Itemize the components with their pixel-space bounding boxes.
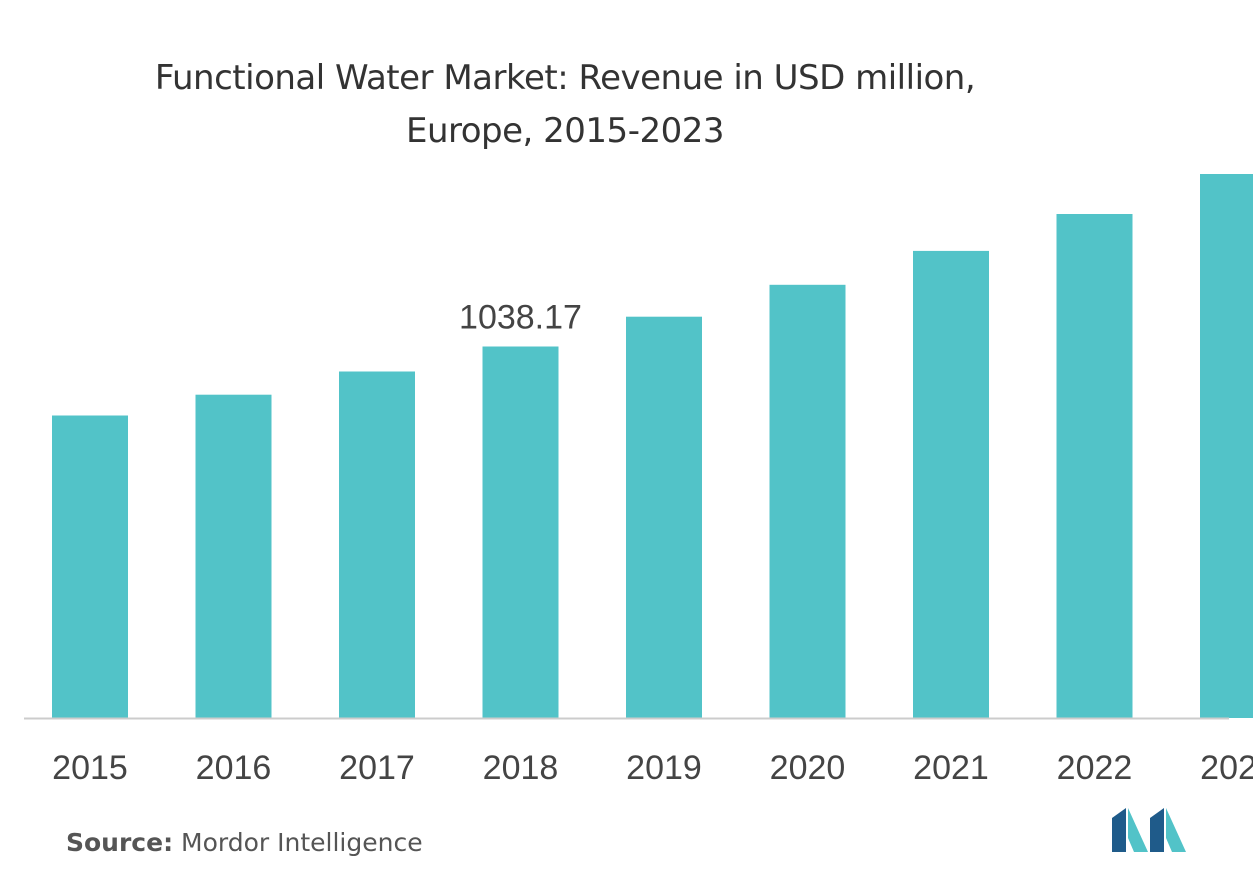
chart-title-line-1: Functional Water Market: Revenue in USD … (154, 58, 976, 98)
bar-chart: 2015 2016 2017 1038.17 2018 2019 2020 2021 2022 2… (24, 174, 1253, 787)
source-note: Source: Mordor Intelligence (66, 828, 423, 857)
x-tick-label-2015: 2015 (52, 749, 128, 787)
x-tick-label-2023: 2023 (1200, 749, 1253, 787)
x-tick-label-2017: 2017 (339, 749, 415, 787)
bar-2020 (769, 284, 846, 718)
x-tick-label-2020: 2020 (770, 749, 846, 787)
source-label: Source: (66, 828, 174, 857)
x-tick-label-2022: 2022 (1057, 749, 1133, 787)
bar-2017 (339, 371, 415, 718)
bar-2015 (52, 415, 128, 718)
x-tick-label-2021: 2021 (913, 749, 989, 787)
bar-2019 (626, 316, 702, 718)
bar-2022 (1056, 214, 1133, 718)
x-tick-label-2019: 2019 (626, 749, 702, 787)
bar-2018 (482, 346, 559, 718)
bar-2023 (1200, 174, 1253, 718)
mordor-intelligence-logo-icon (1112, 808, 1186, 852)
x-tick-label-2018: 2018 (483, 749, 559, 787)
chart-title-line-2: Europe, 2015-2023 (405, 111, 725, 151)
x-tick-label-2016: 2016 (196, 749, 272, 787)
data-label-2018: 1038.17 (459, 299, 582, 337)
chart-title: Functional Water Market: Revenue in USD … (100, 52, 1030, 158)
source-text: Mordor Intelligence (181, 828, 423, 857)
bar-2021 (913, 250, 989, 718)
bar-2016 (195, 394, 272, 718)
